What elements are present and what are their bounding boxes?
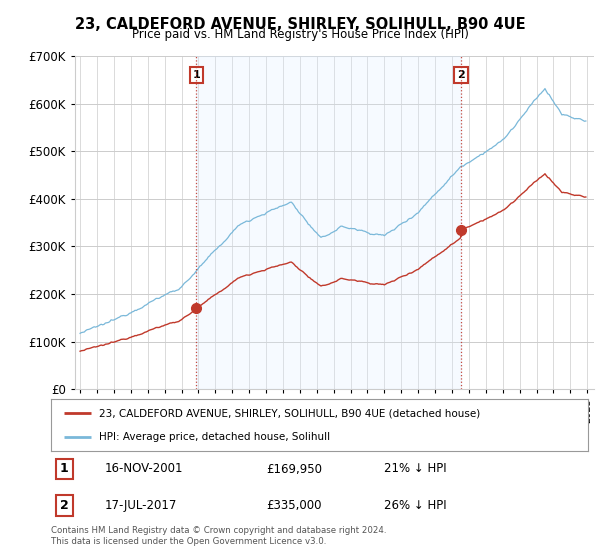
Text: 16-NOV-2001: 16-NOV-2001 — [105, 463, 183, 475]
Text: £335,000: £335,000 — [266, 499, 322, 512]
Bar — [196, 56, 461, 389]
Text: 21% ↓ HPI: 21% ↓ HPI — [384, 463, 446, 475]
Text: 2: 2 — [457, 70, 465, 80]
Text: £169,950: £169,950 — [266, 463, 322, 475]
Text: 1: 1 — [193, 70, 200, 80]
Text: 23, CALDEFORD AVENUE, SHIRLEY, SOLIHULL, B90 4UE: 23, CALDEFORD AVENUE, SHIRLEY, SOLIHULL,… — [74, 17, 526, 32]
Text: 26% ↓ HPI: 26% ↓ HPI — [384, 499, 446, 512]
Text: Contains HM Land Registry data © Crown copyright and database right 2024.
This d: Contains HM Land Registry data © Crown c… — [51, 526, 386, 546]
Text: 23, CALDEFORD AVENUE, SHIRLEY, SOLIHULL, B90 4UE (detached house): 23, CALDEFORD AVENUE, SHIRLEY, SOLIHULL,… — [100, 408, 481, 418]
Text: 17-JUL-2017: 17-JUL-2017 — [105, 499, 177, 512]
Text: Price paid vs. HM Land Registry's House Price Index (HPI): Price paid vs. HM Land Registry's House … — [131, 28, 469, 41]
Text: HPI: Average price, detached house, Solihull: HPI: Average price, detached house, Soli… — [100, 432, 331, 442]
Text: 2: 2 — [60, 499, 69, 512]
Text: 1: 1 — [60, 463, 69, 475]
